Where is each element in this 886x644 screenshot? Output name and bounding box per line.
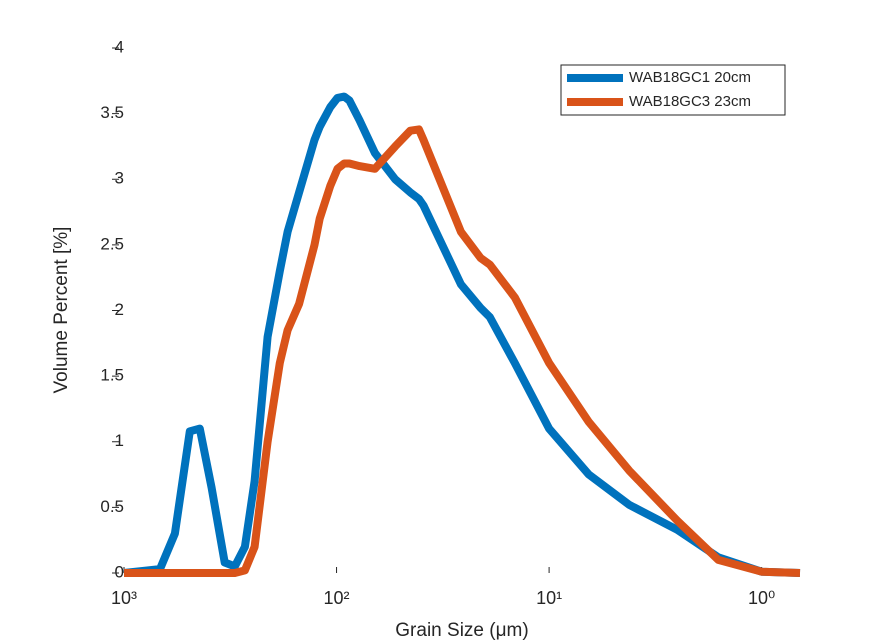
y-tick-label: 1.5 (100, 366, 124, 385)
x-tick-label: 10³ (111, 588, 137, 608)
y-tick-label: 3.5 (100, 103, 124, 122)
x-tick-label: 10² (324, 588, 350, 608)
series-line (124, 125, 801, 577)
y-tick-label: 4 (115, 37, 124, 56)
x-tick-label: 10⁰ (748, 588, 775, 608)
legend: WAB18GC1 20cm WAB18GC3 23cm (560, 64, 786, 116)
x-axis-label: Grain Size (μm) (395, 620, 528, 641)
legend-label: WAB18GC3 23cm (629, 93, 751, 110)
legend-box (560, 64, 786, 116)
legend-label: WAB18GC1 20cm (629, 69, 751, 86)
series-line (123, 92, 801, 577)
y-tick-label: 2.5 (100, 234, 124, 253)
y-tick-label: 3 (115, 169, 124, 188)
y-axis-label: Volume Percent [%] (51, 227, 72, 394)
x-tick-label: 10¹ (536, 588, 562, 608)
y-tick-label: 2 (115, 300, 124, 319)
y-tick-label: 0 (115, 562, 124, 581)
y-tick-label: 1 (115, 431, 124, 450)
y-tick-label: 0.5 (100, 497, 124, 516)
